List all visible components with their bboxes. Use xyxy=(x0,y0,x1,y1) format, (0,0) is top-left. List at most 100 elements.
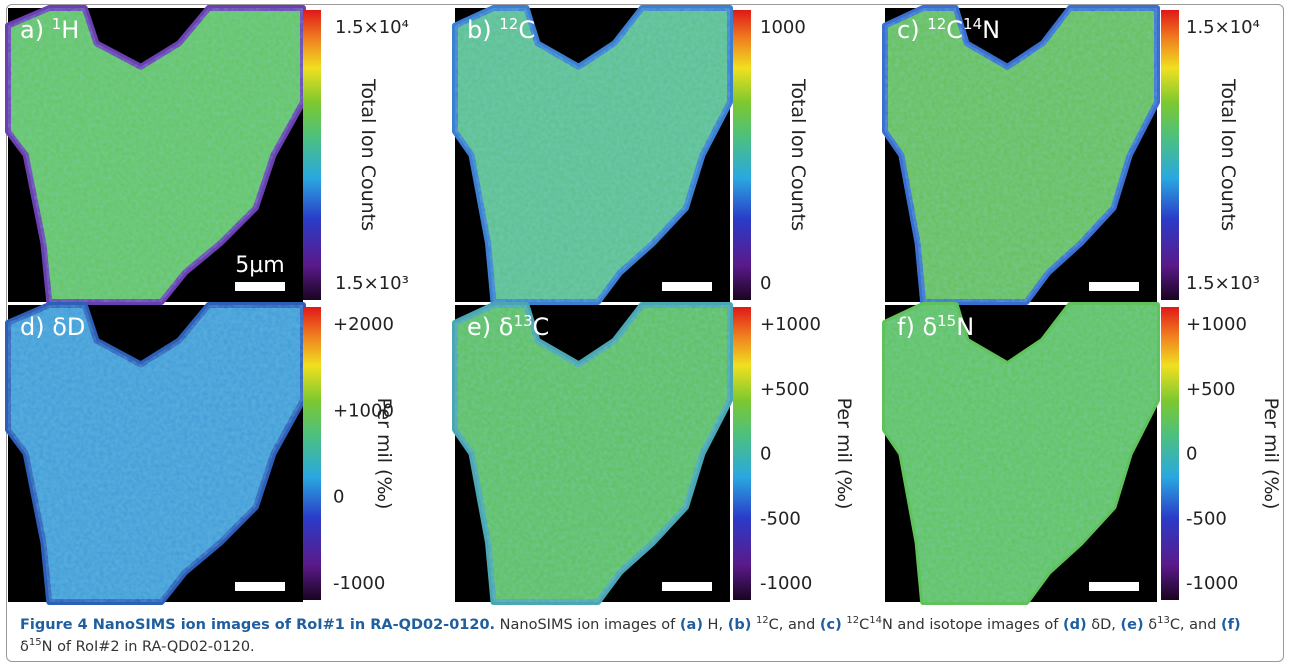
panel-label: c) 12C14N xyxy=(897,15,1000,44)
panel-label-part: C xyxy=(533,313,550,341)
caption-part: 12 xyxy=(846,615,860,627)
colorbar xyxy=(733,307,751,600)
colorbar-tick-label: -500 xyxy=(1186,508,1227,529)
panel: b) 12C 1000 0 Total Ion Counts xyxy=(452,5,809,305)
panel-label: f) δ15N xyxy=(897,312,974,341)
scale-bar xyxy=(1089,282,1139,291)
colorbar-title: Total Ion Counts xyxy=(357,78,379,231)
caption-part: N of RoI#2 in RA-QD02-0120. xyxy=(41,639,255,655)
scale-bar xyxy=(235,282,285,291)
panel-label-part: d) δD xyxy=(20,313,85,341)
panel: d) δD +2000 +1000 0 -1000 Per mil (‰) xyxy=(5,302,395,605)
colorbar xyxy=(1161,307,1179,600)
scale-bar-label: 5µm xyxy=(235,253,284,278)
panel: 5µm a) 1H 1.5×10⁴ 1.5×10³ Total Ion Counts xyxy=(5,5,409,305)
panel-label-part: 12 xyxy=(927,15,946,33)
panel-label-part: 15 xyxy=(937,312,956,330)
colorbar-tick-label: 0 xyxy=(760,273,771,294)
scale-bar xyxy=(235,582,285,591)
scale-bar xyxy=(662,582,712,591)
colorbar-title: Total Ion Counts xyxy=(1217,78,1239,231)
panel-label: a) 1H xyxy=(20,15,79,44)
colorbar-title: Per mil (‰) xyxy=(373,398,395,510)
caption-part: 15 xyxy=(28,637,42,649)
caption-part: 13 xyxy=(1157,615,1170,627)
caption-part: δD, xyxy=(1086,617,1121,633)
colorbar-tick-label: -500 xyxy=(760,508,801,529)
colorbar-tick-label: 0 xyxy=(760,444,771,465)
panel-label: e) δ13C xyxy=(467,312,549,341)
figure-caption: Figure 4 NanoSIMS ion images of RoI#1 in… xyxy=(20,614,1275,658)
colorbar xyxy=(1161,10,1179,300)
panel-label-part: e) δ xyxy=(467,313,513,341)
colorbar-tick-label: -1000 xyxy=(1186,573,1238,594)
colorbar xyxy=(303,307,321,600)
caption-part: δ xyxy=(20,639,29,655)
panel-label-part: c) xyxy=(897,16,927,44)
sample-texture xyxy=(455,8,730,302)
caption-part: 12 xyxy=(755,615,769,627)
colorbar-tick-label: -1000 xyxy=(760,573,812,594)
sample-texture xyxy=(8,8,303,302)
colorbar-title: Total Ion Counts xyxy=(787,78,809,231)
caption-part: (f) xyxy=(1221,617,1241,633)
panel-label-part: C xyxy=(518,16,535,44)
colorbar-tick-label: 1.5×10³ xyxy=(1186,273,1260,294)
panel-label-part: N xyxy=(956,313,974,341)
colorbar-tick-label: +500 xyxy=(760,379,809,400)
colorbar-tick-label: +500 xyxy=(1186,379,1235,400)
panel: f) δ15N +1000 +500 0 -500 -1000 Per mil (‰) xyxy=(882,302,1282,605)
panel: e) δ13C +1000 +500 0 -500 -1000 Per mil (‰) xyxy=(452,302,855,605)
sample-texture xyxy=(455,305,730,602)
panel-label-part: N xyxy=(982,16,1000,44)
panel-label-part: H xyxy=(61,16,79,44)
caption-part: (c) xyxy=(819,617,842,633)
panel-label-part: f) δ xyxy=(897,313,937,341)
sample-texture xyxy=(885,8,1157,302)
colorbar-tick-label: +2000 xyxy=(333,314,394,335)
caption-part: NanoSIMS ion images of xyxy=(495,617,680,633)
colorbar-tick-label: +1000 xyxy=(1186,314,1247,335)
colorbar xyxy=(303,10,321,300)
caption-part: (e) xyxy=(1120,617,1144,633)
caption-part: Figure 4 NanoSIMS ion images of RoI#1 in… xyxy=(20,617,496,633)
caption-part: C, and xyxy=(1169,617,1222,633)
caption-part: (a) xyxy=(679,617,703,633)
panel-label-part: 14 xyxy=(963,15,982,33)
panel-label-part: 13 xyxy=(513,312,532,330)
scale-bar xyxy=(662,282,712,291)
panel-label: b) 12C xyxy=(467,15,535,44)
colorbar-tick-label: 1000 xyxy=(760,17,806,38)
panel-label-part: C xyxy=(946,16,963,44)
caption-part: 14 xyxy=(869,615,882,627)
colorbar-tick-label: 0 xyxy=(333,487,344,508)
colorbar-tick-label: -1000 xyxy=(333,573,385,594)
panel-label-part: 12 xyxy=(499,15,518,33)
colorbar-tick-label: 1.5×10⁴ xyxy=(335,17,409,38)
panel-label-part: 1 xyxy=(52,15,62,33)
panel: c) 12C14N 1.5×10⁴ 1.5×10³ Total Ion Counts xyxy=(882,5,1260,305)
caption-part: C, and xyxy=(768,617,820,633)
colorbar-title: Per mil (‰) xyxy=(833,398,855,510)
colorbar-title: Per mil (‰) xyxy=(1260,398,1282,510)
caption-part: N and isotope images of xyxy=(881,617,1063,633)
panel-label-part: a) xyxy=(20,16,52,44)
caption-part: (d) xyxy=(1062,617,1087,633)
panel-label: d) δD xyxy=(20,313,85,341)
colorbar-tick-label: 1.5×10³ xyxy=(335,273,409,294)
colorbar-tick-label: +1000 xyxy=(333,400,394,421)
colorbar-tick-label: 0 xyxy=(1186,444,1197,465)
panel-label-part: b) xyxy=(467,16,499,44)
colorbar-tick-label: 1.5×10⁴ xyxy=(1186,17,1260,38)
colorbar xyxy=(733,10,751,300)
caption-part: (b) xyxy=(727,617,752,633)
scale-bar xyxy=(1089,582,1139,591)
caption-part: C xyxy=(859,617,870,633)
colorbar-tick-label: +1000 xyxy=(760,314,821,335)
caption-part: δ xyxy=(1143,617,1158,633)
caption-part: H, xyxy=(702,617,728,633)
sample-texture xyxy=(885,305,1157,602)
sample-texture xyxy=(8,305,303,602)
